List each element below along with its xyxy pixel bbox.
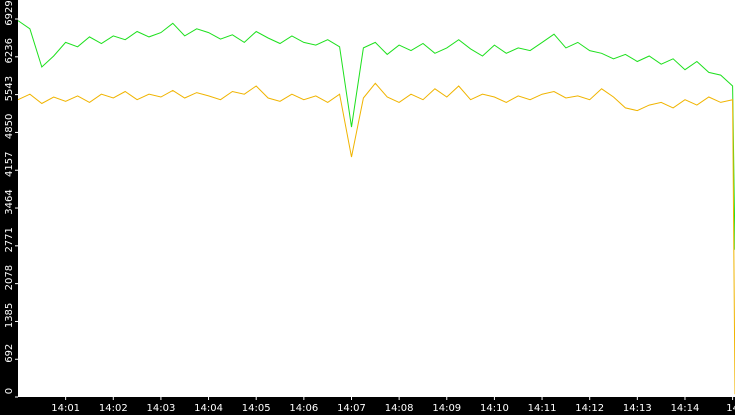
x-tick-label: 14:13 bbox=[623, 403, 652, 414]
x-tick-label: 14:03 bbox=[147, 403, 176, 414]
y-tick-label: 0 bbox=[4, 388, 15, 394]
y-tick-label: 4157 bbox=[4, 151, 15, 176]
x-tick-label: 14:02 bbox=[99, 403, 128, 414]
series-line bbox=[17, 82, 735, 395]
x-tick-label: 14 bbox=[726, 403, 735, 414]
x-tick-label: 14:04 bbox=[194, 403, 223, 414]
y-tick-label: 692 bbox=[4, 344, 15, 363]
y-tick-label: 6236 bbox=[4, 38, 15, 63]
x-tick-label: 14:14 bbox=[671, 403, 700, 414]
y-tick-label: 1385 bbox=[4, 303, 15, 328]
x-tick-label: 14:09 bbox=[432, 403, 461, 414]
y-tick-label: 3464 bbox=[4, 189, 15, 214]
series-line bbox=[17, 20, 735, 250]
x-tick-label: 14:05 bbox=[242, 403, 271, 414]
plot-area bbox=[18, 0, 735, 397]
x-tick-label: 14:11 bbox=[528, 403, 557, 414]
x-tick-label: 14:06 bbox=[289, 403, 318, 414]
x-tick-label: 14:12 bbox=[575, 403, 604, 414]
x-tick-label: 14:01 bbox=[51, 403, 80, 414]
y-tick-label: 2771 bbox=[4, 227, 15, 252]
x-tick-label: 14:08 bbox=[385, 403, 414, 414]
y-tick-label: 6929 bbox=[4, 0, 15, 25]
x-tick-label: 14:10 bbox=[480, 403, 509, 414]
y-tick-label: 5543 bbox=[4, 76, 15, 101]
x-tick-label: 14:07 bbox=[337, 403, 366, 414]
y-tick-label: 4850 bbox=[4, 114, 15, 139]
y-tick-label: 2078 bbox=[4, 265, 15, 290]
